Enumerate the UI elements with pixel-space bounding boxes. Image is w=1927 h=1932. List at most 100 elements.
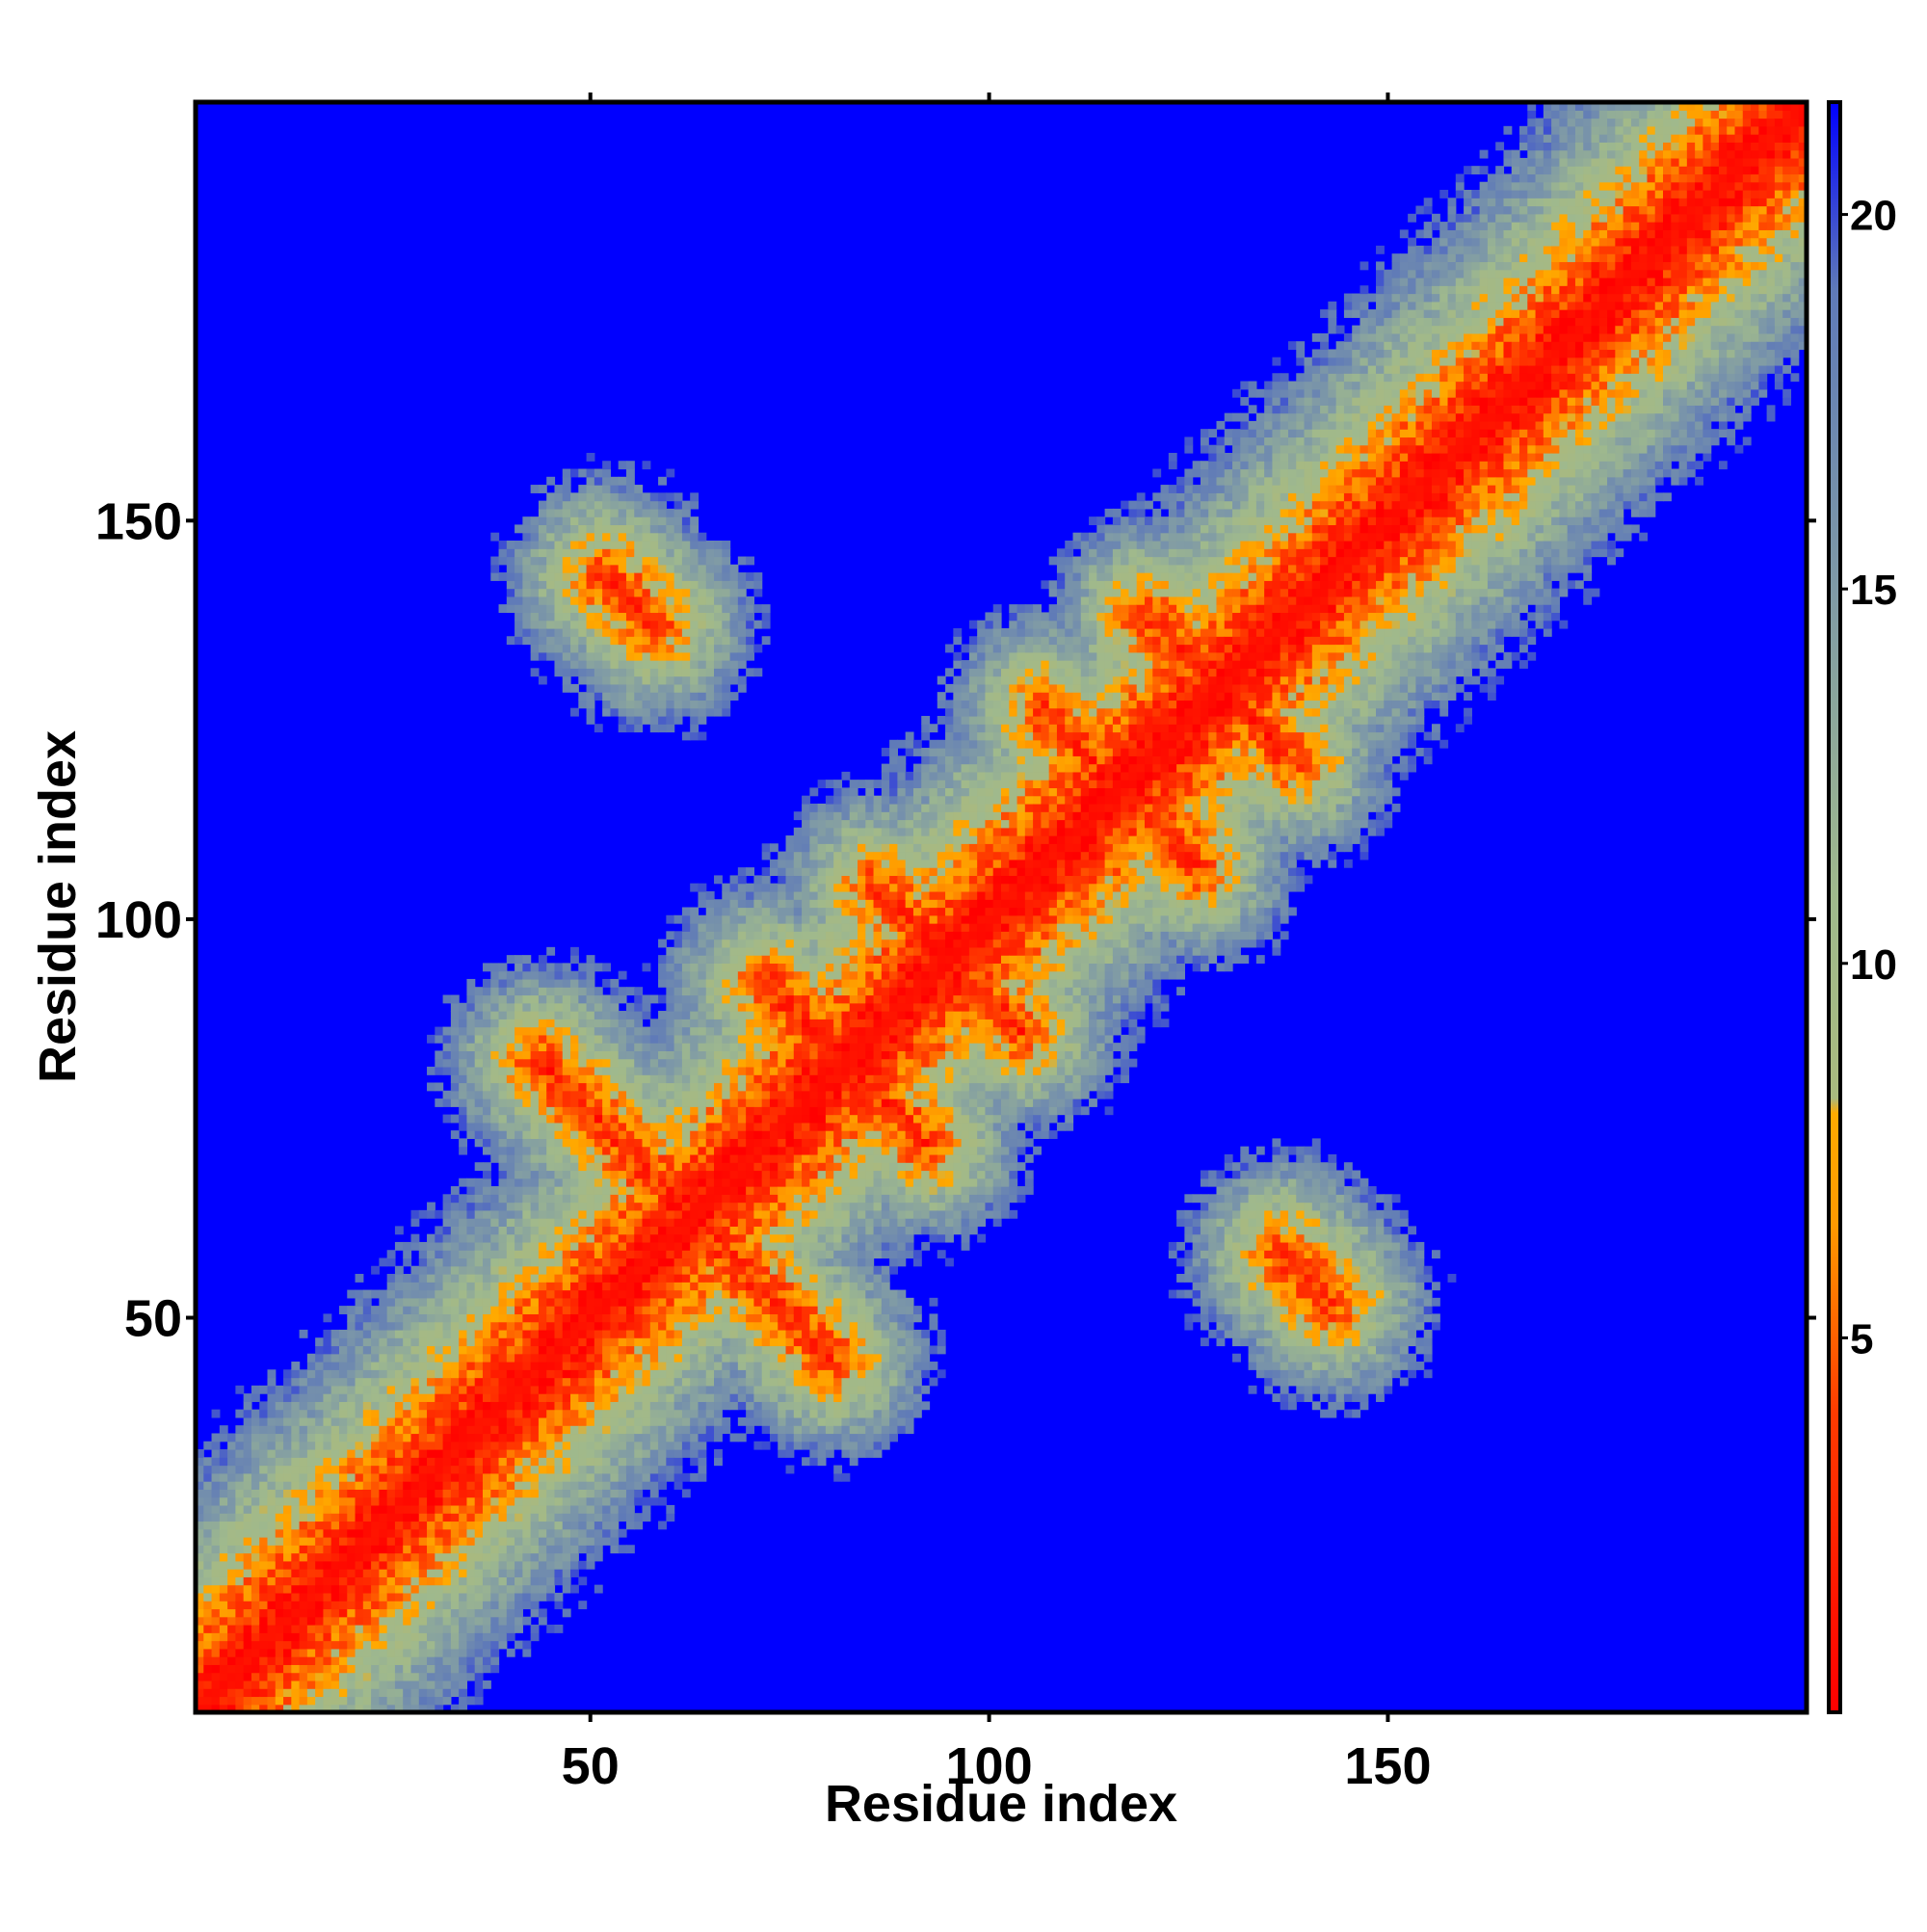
heatmap-cell bbox=[563, 1274, 571, 1283]
heatmap-cell bbox=[626, 684, 635, 693]
heatmap-cell bbox=[268, 1561, 277, 1570]
heatmap-cell bbox=[363, 1521, 372, 1529]
heatmap-cell bbox=[531, 987, 540, 995]
heatmap-cell bbox=[339, 1513, 348, 1522]
heatmap-cell bbox=[466, 1696, 475, 1705]
heatmap-cell bbox=[531, 1019, 540, 1027]
heatmap-cell bbox=[539, 1203, 547, 1211]
heatmap-cell bbox=[410, 1210, 419, 1219]
heatmap-cell bbox=[475, 1513, 484, 1522]
heatmap-cell bbox=[690, 1091, 699, 1099]
heatmap-cell bbox=[554, 1050, 563, 1059]
heatmap-cell bbox=[300, 1466, 308, 1474]
heatmap-cell bbox=[395, 1641, 404, 1650]
heatmap-cell bbox=[658, 724, 667, 732]
heatmap-cell bbox=[546, 1067, 555, 1075]
heatmap-cell bbox=[475, 1282, 484, 1290]
heatmap-cell bbox=[419, 1401, 428, 1410]
heatmap-cell bbox=[587, 1035, 595, 1044]
heatmap-cell bbox=[563, 1203, 571, 1211]
heatmap-cell bbox=[490, 1226, 499, 1234]
heatmap-cell bbox=[339, 1457, 348, 1466]
heatmap-cell bbox=[522, 1203, 531, 1211]
heatmap-cell bbox=[459, 1561, 467, 1570]
heatmap-cell bbox=[490, 1330, 499, 1338]
heatmap-cell bbox=[587, 501, 595, 510]
heatmap-cell bbox=[602, 469, 611, 478]
heatmap-cell bbox=[410, 1242, 419, 1251]
heatmap-cell bbox=[554, 1569, 563, 1577]
heatmap-cell bbox=[602, 1330, 611, 1338]
heatmap-cell bbox=[387, 1513, 396, 1522]
heatmap-cell bbox=[371, 1569, 380, 1577]
heatmap-cell bbox=[522, 1162, 531, 1171]
heatmap-cell bbox=[690, 884, 699, 892]
heatmap-cell bbox=[507, 1425, 515, 1434]
heatmap-cell bbox=[427, 1345, 436, 1354]
heatmap-cell bbox=[634, 987, 643, 995]
heatmap-cell bbox=[698, 1410, 706, 1418]
heatmap-cell bbox=[563, 660, 571, 669]
heatmap-cell bbox=[300, 1632, 308, 1641]
heatmap-cell bbox=[387, 1569, 396, 1577]
heatmap-cell bbox=[626, 1043, 635, 1051]
heatmap-cell bbox=[570, 1147, 579, 1155]
heatmap-cell bbox=[459, 1529, 467, 1538]
heatmap-cell bbox=[443, 1067, 452, 1075]
heatmap-cell bbox=[619, 1050, 627, 1059]
heatmap-cell bbox=[490, 1585, 499, 1594]
heatmap-cell bbox=[658, 1433, 667, 1442]
heatmap-cell bbox=[363, 1505, 372, 1514]
heatmap-cell bbox=[331, 1681, 340, 1689]
heatmap-cell bbox=[307, 1386, 316, 1394]
heatmap-cell bbox=[291, 1529, 300, 1538]
heatmap-cell bbox=[539, 1147, 547, 1155]
heatmap-cell bbox=[554, 1537, 563, 1546]
heatmap-cell bbox=[379, 1681, 387, 1689]
heatmap-cell bbox=[714, 1234, 723, 1243]
heatmap-cell bbox=[650, 580, 659, 589]
heatmap-cell bbox=[443, 1059, 452, 1068]
heatmap-cell bbox=[331, 1386, 340, 1394]
heatmap-cell bbox=[395, 1226, 404, 1234]
heatmap-cell bbox=[650, 1393, 659, 1402]
heatmap-cell bbox=[546, 1386, 555, 1394]
heatmap-cell bbox=[220, 1433, 228, 1442]
heatmap-cell bbox=[466, 1466, 475, 1474]
heatmap-cell bbox=[443, 1250, 452, 1258]
heatmap-cell bbox=[578, 1003, 587, 1012]
heatmap-cell bbox=[507, 1457, 515, 1466]
heatmap-cell bbox=[379, 1585, 387, 1594]
heatmap-cell bbox=[291, 1641, 300, 1650]
heatmap-cell bbox=[466, 1257, 475, 1266]
heatmap-cell bbox=[619, 1401, 627, 1410]
heatmap-cell bbox=[698, 1386, 706, 1394]
heatmap-cell bbox=[203, 1505, 212, 1514]
heatmap-cell bbox=[212, 1656, 221, 1665]
heatmap-cell bbox=[650, 1170, 659, 1178]
heatmap-cell bbox=[403, 1537, 411, 1546]
heatmap-cell bbox=[483, 1354, 491, 1363]
heatmap-cell bbox=[363, 1337, 372, 1346]
heatmap-cell bbox=[610, 557, 619, 566]
heatmap-cell bbox=[570, 1250, 579, 1258]
heatmap-cell bbox=[674, 1162, 683, 1171]
heatmap-cell bbox=[403, 1696, 411, 1705]
heatmap-cell bbox=[283, 1593, 292, 1601]
heatmap-cell bbox=[427, 1632, 436, 1641]
heatmap-cell bbox=[339, 1521, 348, 1529]
heatmap-cell bbox=[451, 1576, 460, 1585]
heatmap-cell bbox=[666, 572, 674, 581]
heatmap-cell bbox=[587, 684, 595, 693]
heatmap-cell bbox=[459, 1194, 467, 1203]
heatmap-cell bbox=[610, 1098, 619, 1107]
heatmap-cell bbox=[466, 979, 475, 988]
heatmap-cell bbox=[339, 1505, 348, 1514]
heatmap-cell bbox=[339, 1617, 348, 1626]
heatmap-cell bbox=[570, 1059, 579, 1068]
heatmap-cell bbox=[459, 1417, 467, 1426]
heatmap-cell bbox=[682, 708, 691, 717]
heatmap-cell bbox=[546, 1274, 555, 1283]
heatmap-cell bbox=[451, 1306, 460, 1314]
heatmap-cell bbox=[658, 1354, 667, 1363]
